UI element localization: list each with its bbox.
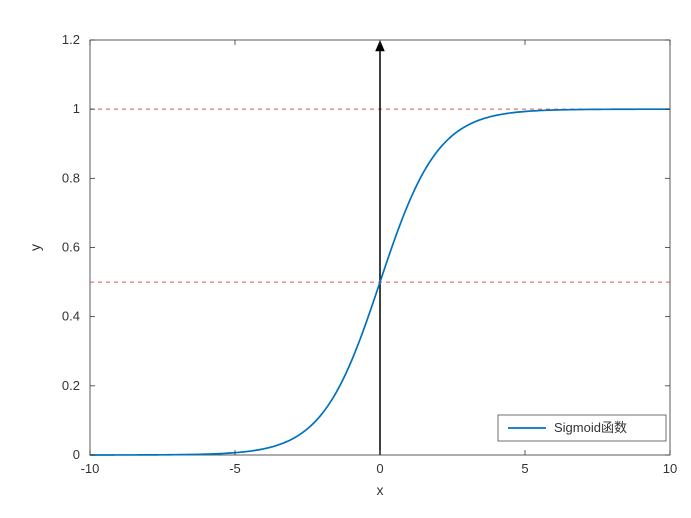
x-tick-label: 0 [376,461,383,476]
sigmoid-chart: -10 -5 0 5 10 0 0.2 0.4 0.6 0.8 1 1.2 x y Sigmoid函数 [0,0,691,518]
y-tick-label: 0.2 [62,378,80,393]
legend-label: Sigmoid函数 [554,420,627,435]
y-tick-label: 0.8 [62,170,80,185]
y-tick-label: 0 [73,447,80,462]
y-tick-label: 1 [73,101,80,116]
x-axis-label: x [377,482,384,498]
y-tick-label: 0.6 [62,240,80,255]
y-tick-label: 0.4 [62,309,80,324]
x-tick-label: -10 [81,461,100,476]
x-tick-label: -5 [229,461,241,476]
y-tick-label: 1.2 [62,32,80,47]
y-axis-label: y [27,244,43,251]
x-tick-label: 5 [521,461,528,476]
chart-svg: -10 -5 0 5 10 0 0.2 0.4 0.6 0.8 1 1.2 x y Sigmoid函数 [0,0,691,518]
x-tick-label: 10 [663,461,677,476]
